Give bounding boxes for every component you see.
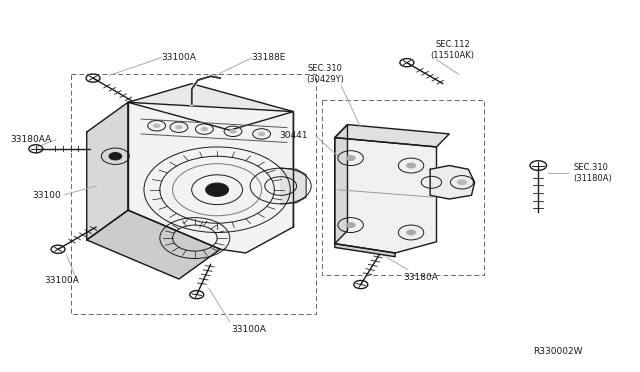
Polygon shape [335, 138, 436, 253]
Text: 33180AA: 33180AA [10, 135, 52, 144]
Circle shape [346, 222, 356, 228]
Text: 33100A: 33100A [44, 276, 79, 285]
Circle shape [406, 163, 416, 169]
Text: 33100: 33100 [33, 191, 61, 200]
Text: 33100A: 33100A [161, 53, 196, 62]
Polygon shape [128, 102, 293, 253]
Circle shape [109, 153, 122, 160]
Polygon shape [87, 102, 128, 240]
Polygon shape [87, 210, 220, 279]
Circle shape [346, 155, 356, 161]
Circle shape [406, 230, 416, 235]
Circle shape [153, 124, 161, 128]
Text: R330002W: R330002W [533, 347, 583, 356]
Polygon shape [281, 168, 306, 204]
Circle shape [258, 132, 266, 136]
Text: SEC.310
(30429Y): SEC.310 (30429Y) [307, 64, 344, 84]
Circle shape [457, 179, 467, 185]
Circle shape [175, 125, 183, 129]
Text: SEC.112
(11510AK): SEC.112 (11510AK) [430, 40, 474, 60]
Text: 33188E: 33188E [251, 53, 285, 62]
Circle shape [205, 183, 228, 196]
Text: 33180A: 33180A [403, 273, 438, 282]
Text: 33100A: 33100A [232, 325, 266, 334]
Polygon shape [335, 244, 395, 257]
Text: 30441: 30441 [279, 131, 308, 140]
Circle shape [200, 127, 208, 131]
Polygon shape [128, 84, 293, 130]
Text: SEC.310
(31180A): SEC.310 (31180A) [573, 163, 612, 183]
Polygon shape [335, 125, 449, 147]
Polygon shape [335, 125, 348, 244]
Polygon shape [430, 166, 475, 199]
Circle shape [229, 129, 237, 134]
